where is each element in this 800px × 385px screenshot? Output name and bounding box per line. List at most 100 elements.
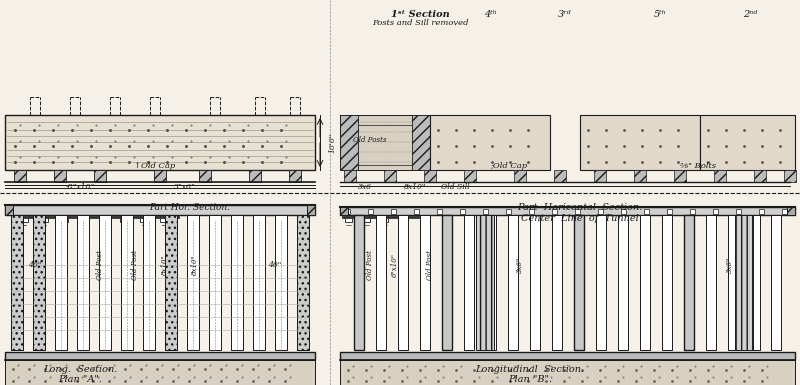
- Bar: [398, 215, 407, 350]
- Bar: [231, 215, 243, 350]
- Bar: [5, 115, 315, 170]
- Bar: [771, 215, 782, 350]
- Text: Center  Line  of  Tunnel: Center Line of Tunnel: [521, 214, 639, 223]
- Bar: [275, 215, 287, 350]
- Bar: [60, 208, 68, 222]
- Bar: [340, 115, 430, 170]
- Text: 8x10": 8x10": [191, 254, 199, 275]
- Bar: [714, 170, 726, 182]
- Text: -8”x10”: -8”x10”: [66, 183, 94, 191]
- Bar: [11, 215, 23, 350]
- Bar: [199, 170, 211, 182]
- Text: 3x6": 3x6": [516, 257, 524, 273]
- Bar: [706, 215, 715, 350]
- Bar: [5, 205, 315, 215]
- Bar: [55, 215, 67, 350]
- Bar: [787, 207, 795, 215]
- Bar: [486, 215, 495, 350]
- Bar: [375, 215, 386, 350]
- Bar: [554, 170, 566, 182]
- Bar: [575, 209, 580, 214]
- Bar: [514, 170, 526, 182]
- Text: Plan "B".: Plan "B".: [508, 375, 552, 383]
- Bar: [442, 215, 451, 350]
- Bar: [391, 209, 396, 214]
- Bar: [552, 209, 557, 214]
- Bar: [414, 209, 419, 214]
- Bar: [683, 215, 694, 350]
- Bar: [209, 215, 221, 350]
- Bar: [507, 215, 518, 350]
- Bar: [430, 115, 550, 170]
- Text: Part Hor. Section.: Part Hor. Section.: [150, 203, 230, 211]
- Bar: [529, 209, 534, 214]
- Text: 10'0": 10'0": [328, 133, 336, 153]
- Text: 40": 40": [268, 261, 282, 269]
- Bar: [621, 209, 626, 214]
- Bar: [736, 209, 741, 214]
- Bar: [345, 209, 350, 214]
- Bar: [662, 215, 671, 350]
- Bar: [5, 352, 315, 360]
- Bar: [634, 170, 646, 182]
- Bar: [574, 215, 583, 350]
- Text: 3”x6”: 3”x6”: [174, 183, 196, 191]
- Bar: [782, 209, 787, 214]
- Bar: [80, 208, 88, 222]
- Bar: [674, 170, 686, 182]
- Bar: [20, 208, 28, 222]
- Text: 3x6": 3x6": [726, 257, 734, 273]
- Bar: [683, 215, 694, 350]
- Bar: [354, 215, 363, 350]
- Bar: [442, 215, 451, 350]
- Bar: [463, 215, 474, 350]
- Bar: [289, 170, 301, 182]
- Bar: [77, 215, 89, 350]
- Bar: [340, 207, 348, 215]
- Bar: [121, 215, 133, 350]
- Text: Old Post: Old Post: [366, 250, 374, 280]
- Bar: [618, 215, 627, 350]
- Text: Old Sill: Old Sill: [441, 183, 470, 191]
- Bar: [384, 170, 396, 182]
- Text: Old Post: Old Post: [131, 250, 139, 280]
- Bar: [340, 115, 358, 170]
- Bar: [644, 209, 649, 214]
- Bar: [574, 215, 583, 350]
- Bar: [759, 209, 764, 214]
- Text: Part  Horizontal  Section.: Part Horizontal Section.: [518, 203, 642, 211]
- Text: Old Posts: Old Posts: [353, 136, 387, 144]
- Bar: [424, 170, 436, 182]
- Bar: [750, 215, 759, 350]
- Bar: [412, 115, 430, 170]
- Bar: [340, 207, 795, 215]
- Bar: [594, 170, 606, 182]
- Bar: [160, 208, 168, 222]
- Bar: [381, 210, 388, 222]
- Bar: [437, 209, 442, 214]
- Bar: [165, 215, 177, 350]
- Text: 6"x10": 6"x10": [391, 253, 399, 277]
- Bar: [506, 209, 511, 214]
- Bar: [33, 215, 45, 350]
- Text: Old Post: Old Post: [426, 250, 434, 280]
- Text: 8x10": 8x10": [404, 183, 426, 191]
- Bar: [140, 208, 148, 222]
- Bar: [754, 170, 766, 182]
- Text: 1ˢᵗ Section: 1ˢᵗ Section: [390, 10, 450, 19]
- Text: 8x10": 8x10": [161, 254, 169, 275]
- Text: 5ᵗʰ: 5ᵗʰ: [654, 10, 666, 19]
- Text: 3ʳᵈ: 3ʳᵈ: [558, 10, 572, 19]
- Bar: [100, 208, 108, 222]
- Bar: [368, 209, 373, 214]
- Text: 3x6: 3x6: [358, 183, 372, 191]
- Bar: [11, 215, 23, 350]
- Bar: [307, 205, 315, 215]
- Bar: [94, 170, 106, 182]
- Bar: [530, 215, 539, 350]
- Bar: [483, 209, 488, 214]
- Bar: [340, 352, 795, 360]
- Text: ⅜" Bolts: ⅜" Bolts: [680, 162, 716, 170]
- Bar: [354, 215, 363, 350]
- Bar: [297, 215, 309, 350]
